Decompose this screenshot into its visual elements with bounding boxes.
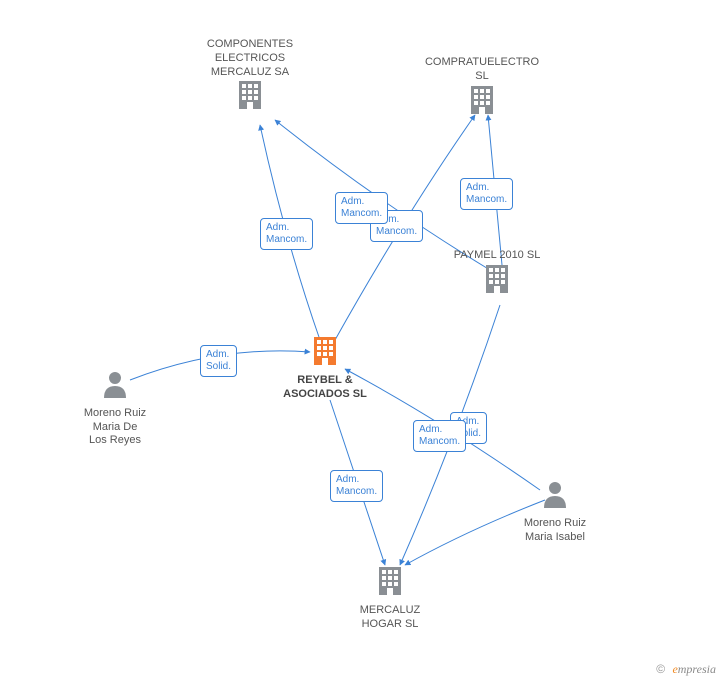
building-icon xyxy=(330,565,450,600)
edge-label-moreno_isabel-mercaluz: Adm.Mancom. xyxy=(413,420,466,452)
building-icon xyxy=(265,335,385,370)
node-componentes[interactable]: COMPONENTESELECTRICOSMERCALUZ SA xyxy=(190,34,310,114)
node-paymel[interactable]: PAYMEL 2010 SL xyxy=(437,245,557,298)
edge-label-paymel-compratu: Adm.Mancom. xyxy=(460,178,513,210)
edge-label-reybel-componentes: Adm.Mancom. xyxy=(260,218,313,250)
footer-attribution: © empresia xyxy=(656,662,716,677)
node-mercaluz[interactable]: MERCALUZHOGAR SL xyxy=(330,565,450,631)
building-icon xyxy=(437,263,557,298)
brand-rest: mpresia xyxy=(678,662,716,676)
node-label: Moreno RuizMaria DeLos Reyes xyxy=(55,407,175,448)
building-icon xyxy=(422,84,542,119)
node-moreno_reyes[interactable]: Moreno RuizMaria DeLos Reyes xyxy=(55,370,175,448)
edge-label-reybel-mercaluz: Adm.Mancom. xyxy=(330,470,383,502)
node-reybel[interactable]: REYBEL &ASOCIADOS SL xyxy=(265,335,385,401)
node-compratu[interactable]: COMPRATUELECTRO SL xyxy=(422,52,542,118)
node-label: REYBEL &ASOCIADOS SL xyxy=(265,374,385,402)
person-icon xyxy=(495,480,615,513)
copyright-symbol: © xyxy=(656,662,665,676)
building-icon xyxy=(190,79,310,114)
network-diagram: COMPONENTESELECTRICOSMERCALUZ SA COMPRAT… xyxy=(0,0,728,685)
node-label: COMPONENTESELECTRICOSMERCALUZ SA xyxy=(190,38,310,79)
node-label: MERCALUZHOGAR SL xyxy=(330,604,450,632)
node-label: COMPRATUELECTRO SL xyxy=(422,56,542,84)
node-label: Moreno RuizMaria Isabel xyxy=(495,517,615,545)
node-label: PAYMEL 2010 SL xyxy=(437,249,557,263)
person-icon xyxy=(55,370,175,403)
edge-label-moreno_reyes-reybel: Adm.Solid. xyxy=(200,345,237,377)
edge-label-paymel-componentes: Adm.Mancom. xyxy=(335,192,388,224)
node-moreno_isabel[interactable]: Moreno RuizMaria Isabel xyxy=(495,480,615,544)
